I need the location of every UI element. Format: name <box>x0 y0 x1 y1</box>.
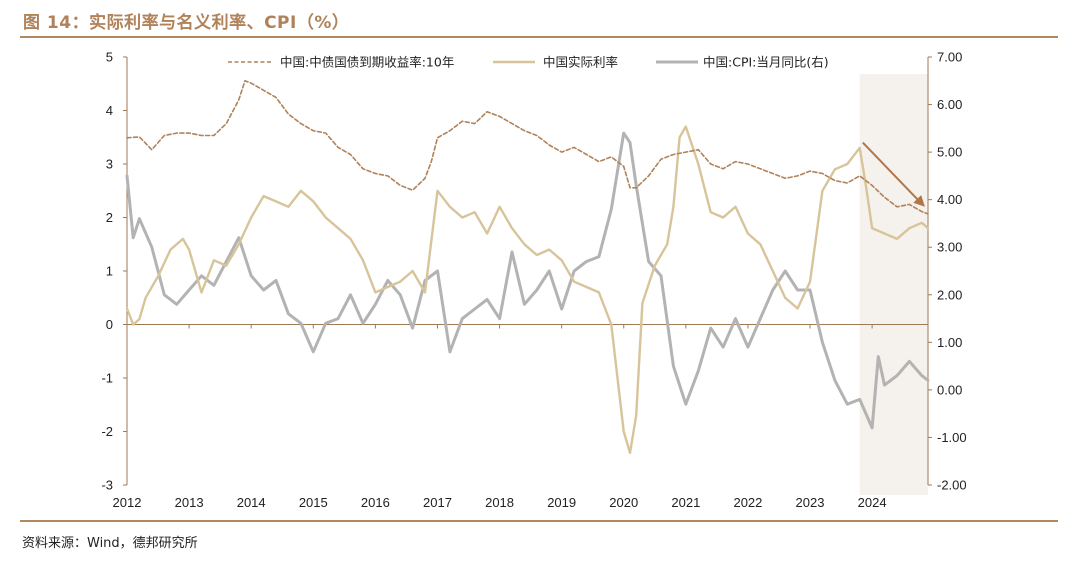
nominal-yield-line <box>126 80 929 215</box>
x-tick-label: 2018 <box>485 495 514 510</box>
trend-arrow-shaft <box>862 141 920 202</box>
right-tick-label: 6.00 <box>937 97 962 112</box>
left-tick-label: -3 <box>101 478 113 493</box>
chart-svg: -3 -2 -1 0 1 2 3 4 5 -2.00 -1.00 0.00 1.00 2.00 3.00 4.… <box>101 50 967 511</box>
x-tick-label: 2023 <box>796 495 825 510</box>
left-tick-label: 4 <box>106 103 113 118</box>
right-tick-label: -1.00 <box>937 430 967 445</box>
trend-arrow-head <box>913 195 925 207</box>
x-tick-label: 2017 <box>423 495 452 510</box>
right-tick-label: 4.00 <box>937 192 962 207</box>
top-divider <box>20 36 1058 38</box>
x-tick-label: 2019 <box>547 495 576 510</box>
x-tick-label: 2015 <box>299 495 328 510</box>
right-tick-label: -2.00 <box>937 478 967 493</box>
x-tick-label: 2013 <box>175 495 204 510</box>
right-tick-label: 3.00 <box>937 240 962 255</box>
real-rate-line <box>125 125 930 455</box>
left-tick-label: -2 <box>101 424 113 439</box>
right-tick-label: 2.00 <box>937 287 962 302</box>
shaded-region <box>859 74 928 495</box>
x-tick-label: 2016 <box>361 495 390 510</box>
left-tick-label: 2 <box>106 210 113 225</box>
cpi-line <box>125 131 930 430</box>
right-tick-label: 0.00 <box>937 382 962 397</box>
right-tick-label: 5.00 <box>937 145 962 160</box>
left-tick-label: 0 <box>106 317 113 332</box>
left-tick-label: 1 <box>106 264 113 279</box>
x-tick-label: 2024 <box>858 495 887 510</box>
x-tick-label: 2012 <box>113 495 142 510</box>
x-tick-label: 2022 <box>733 495 762 510</box>
right-tick-label: 1.00 <box>937 335 962 350</box>
source-note: 资料来源：Wind，德邦研究所 <box>22 536 198 551</box>
legend-label-cpi: 中国:CPI:当月同比(右) <box>703 55 829 70</box>
x-tick-label: 2014 <box>237 495 266 510</box>
x-tick-label: 2020 <box>609 495 638 510</box>
legend-label-real-rate: 中国实际利率 <box>543 55 618 70</box>
chart-title: 图 14：实际利率与名义利率、CPI（%） <box>23 13 350 33</box>
left-tick-label: -1 <box>101 371 113 386</box>
bottom-divider <box>20 520 1058 522</box>
left-tick-label: 3 <box>106 157 113 172</box>
right-tick-label: 7.00 <box>937 50 962 65</box>
x-tick-label: 2021 <box>671 495 700 510</box>
legend-label-nominal-yield: 中国:中债国债到期收益率:10年 <box>280 55 454 70</box>
left-tick-label: 5 <box>106 50 113 65</box>
